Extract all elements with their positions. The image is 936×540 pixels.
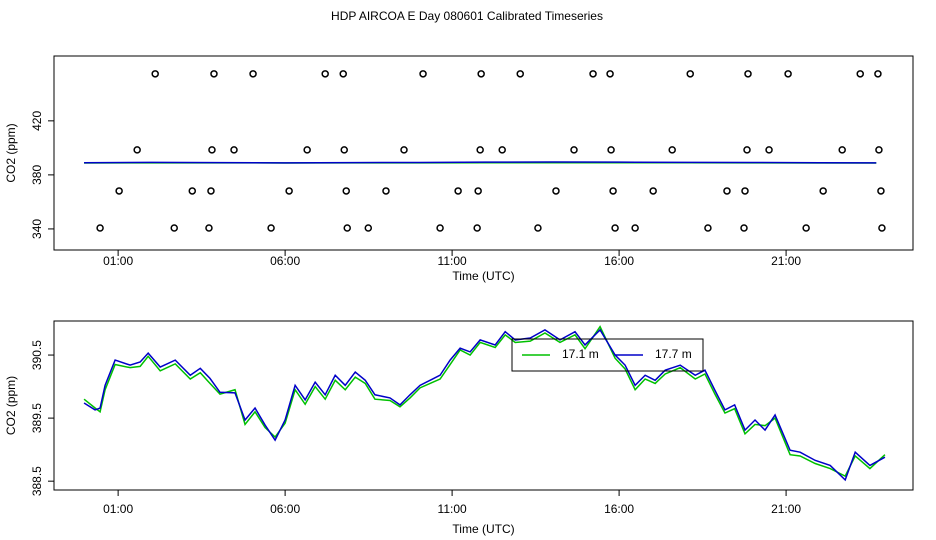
point (875, 146, 883, 154)
point (516, 70, 524, 78)
point (668, 146, 676, 154)
x-tick-label: 21:00 (771, 502, 801, 516)
point (477, 70, 485, 78)
x-tick-label: 11:00 (438, 502, 467, 516)
x-axis-label: Time (UTC) (452, 522, 514, 536)
point (364, 224, 373, 232)
point (151, 70, 159, 78)
x-tick-label: 16:00 (604, 502, 634, 516)
x-tick-label: 21:00 (771, 254, 801, 268)
point (570, 146, 578, 154)
point (249, 70, 257, 78)
y-tick-label: 380 (30, 165, 44, 185)
x-axis-label: Time (UTC) (452, 269, 514, 283)
y-axis-label: CO2 (ppm) (4, 376, 18, 435)
point (205, 224, 213, 232)
x-tick-label: 01:00 (103, 254, 133, 268)
chart-title: HDP AIRCOA E Day 080601 Calibrated Times… (331, 9, 603, 23)
point (474, 187, 482, 195)
point (838, 146, 846, 154)
point (743, 146, 751, 154)
point (498, 146, 506, 154)
point (606, 70, 614, 78)
y-tick-label: 420 (30, 111, 44, 131)
point (878, 224, 886, 232)
point (740, 224, 748, 232)
point (765, 146, 773, 154)
point (631, 224, 639, 232)
point (133, 146, 141, 154)
point (686, 70, 694, 78)
point (874, 70, 882, 78)
point (115, 187, 123, 195)
point (877, 187, 885, 195)
plot-frame (53, 55, 914, 251)
point (741, 187, 749, 195)
point (744, 70, 752, 78)
point (267, 224, 275, 232)
point (856, 70, 864, 78)
point (210, 70, 218, 78)
point (96, 224, 104, 232)
line (83, 328, 886, 482)
point (230, 146, 238, 154)
point (382, 187, 390, 195)
y-tick-label: 389.5 (30, 403, 44, 433)
point (704, 224, 712, 232)
point (400, 146, 408, 154)
legend-box (511, 338, 704, 372)
point (609, 187, 617, 195)
x-tick-label: 16:00 (604, 254, 634, 268)
point (207, 187, 215, 195)
point (188, 187, 197, 195)
x-tick-label: 11:00 (438, 254, 467, 268)
point (340, 146, 348, 154)
point (342, 187, 350, 195)
y-tick-label: 340 (30, 219, 44, 239)
point (454, 187, 462, 195)
point (321, 70, 329, 78)
point (649, 187, 657, 195)
point (436, 224, 444, 232)
point (473, 224, 481, 232)
point (611, 224, 619, 232)
x-tick-label: 01:00 (103, 502, 133, 516)
y-axis-label: CO2 (ppm) (4, 123, 18, 182)
point (819, 187, 827, 195)
point (723, 187, 731, 195)
y-tick-label: 390.5 (30, 340, 44, 370)
point (607, 146, 615, 154)
point (170, 224, 178, 232)
point (419, 70, 427, 78)
point (303, 146, 311, 154)
point (339, 70, 347, 78)
line (83, 325, 886, 478)
point (534, 224, 542, 232)
legend-label: 17.7 m (655, 347, 692, 361)
point (208, 146, 216, 154)
y-tick-label: 388.5 (30, 466, 44, 496)
x-tick-label: 06:00 (270, 254, 300, 268)
point (343, 224, 351, 232)
point (784, 70, 792, 78)
point (802, 224, 810, 232)
point (476, 146, 484, 154)
line (84, 161, 877, 164)
point (552, 187, 560, 195)
plot-frame (53, 320, 914, 491)
x-tick-label: 06:00 (270, 502, 300, 516)
point (589, 70, 597, 78)
point (285, 187, 293, 195)
legend-label: 17.1 m (562, 347, 599, 361)
